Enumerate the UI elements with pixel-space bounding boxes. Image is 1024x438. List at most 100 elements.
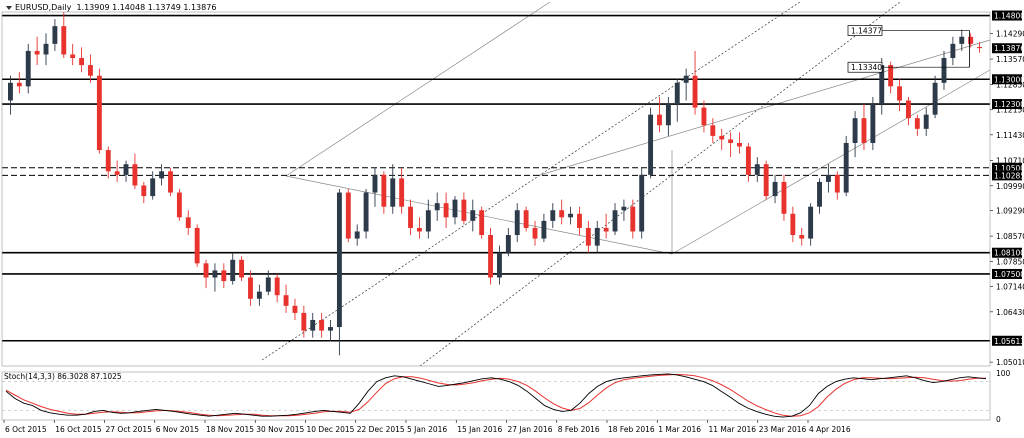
candle-body (176, 192, 182, 218)
price-tick-label: 1.12850 (996, 81, 1024, 90)
candle-body (221, 270, 227, 282)
candle-body (16, 82, 22, 87)
candle-body (897, 86, 902, 101)
candle-body (754, 164, 760, 175)
time-tick-label: 15 Jan 2016 (457, 425, 502, 434)
candle-body (541, 220, 547, 239)
candle-body (674, 82, 680, 105)
candle-body (719, 135, 725, 140)
candle-body (665, 104, 671, 126)
candle-body (639, 174, 645, 232)
candle-body (212, 270, 218, 278)
candle-body (870, 104, 876, 143)
time-tick-label: 4 Apr 2016 (809, 425, 851, 434)
candle-body (968, 36, 974, 44)
candle-body (292, 305, 298, 313)
candle-body (185, 217, 191, 228)
time-tick-label: 30 Nov 2015 (256, 425, 304, 434)
time-tick-label: 6 Nov 2015 (156, 425, 199, 434)
level-label: 1.05613 (994, 337, 1024, 346)
candle-body (230, 259, 236, 282)
candle-body (977, 47, 982, 49)
candle-body (390, 178, 396, 207)
candle-body (354, 231, 360, 239)
stoch-main-line (5, 373, 987, 418)
candle-body (763, 164, 769, 197)
time-tick-label: 16 Oct 2015 (55, 425, 102, 434)
price-tick-label: 1.10710 (996, 156, 1024, 165)
candle-body (363, 192, 369, 232)
time-tick-label: 18 Nov 2015 (206, 425, 254, 434)
candle-body (88, 65, 93, 76)
symbol-label: EURUSD,Daily (15, 3, 72, 12)
level-label: 1.10285 (994, 171, 1024, 180)
candle-body (710, 125, 716, 136)
main-panel-frame (1, 11, 991, 367)
candle-body (274, 277, 280, 296)
stoch-tick-label: 100 (996, 369, 1011, 378)
level-label: 1.07500 (994, 270, 1024, 279)
candle-body (310, 319, 316, 331)
candle-body (799, 235, 805, 239)
candle-body (372, 174, 378, 193)
annotations: 1.14377 1.13340 (847, 25, 970, 73)
candle-body (950, 43, 956, 59)
candle-body (61, 26, 67, 55)
candle-body (399, 178, 405, 207)
candle-body (461, 199, 467, 221)
time-tick-label: 5 Jan 2016 (407, 425, 447, 434)
price-tick-label: 1.14290 (996, 30, 1024, 39)
candle-body (959, 36, 965, 44)
annotation-label: 1.14377 (851, 27, 882, 36)
time-tick-label: 10 Dec 2015 (307, 425, 355, 434)
candle-body (239, 259, 245, 278)
candle-body (514, 210, 520, 236)
price-tick-label: 1.05010 (996, 358, 1024, 367)
price-tick-label: 1.07850 (996, 258, 1024, 267)
annotation-label: 1.13340 (851, 63, 882, 72)
candle-body (745, 146, 751, 175)
time-tick-label: 23 Mar 2016 (759, 425, 807, 434)
level-label-bg (992, 74, 1022, 85)
candle-body (328, 327, 333, 331)
candle-body (416, 227, 422, 232)
time-axis: 6 Oct 2015 16 Oct 2015 27 Oct 2015 6 Nov 20… (3, 420, 851, 434)
candle-body (603, 227, 609, 232)
candle-body (114, 171, 120, 175)
candle-body (497, 252, 502, 278)
channel-line (285, 1, 551, 177)
candle-body (657, 114, 662, 126)
level-label-bg (992, 247, 1022, 258)
candle-body (25, 50, 31, 87)
time-tick-label: 18 Feb 2016 (608, 425, 655, 434)
channel-line (285, 175, 673, 255)
candle-body (621, 206, 627, 211)
candle-body (923, 114, 929, 129)
candle-body (150, 178, 156, 197)
candle-body (443, 203, 449, 218)
candle-body (808, 206, 814, 239)
candle-body (861, 118, 867, 143)
candle-body (425, 210, 431, 232)
chevron-down-icon[interactable] (6, 5, 12, 10)
candle-body (683, 75, 689, 83)
candle-body (879, 65, 885, 105)
stochastic-panel: 100 0 (2, 369, 1011, 424)
price-tick-label: 1.12150 (996, 105, 1024, 114)
candle-body (843, 142, 849, 193)
candle-body (194, 227, 200, 264)
level-label: 1.14800 (994, 12, 1024, 21)
price-tick-label: 1.06430 (996, 308, 1024, 317)
candle-body (914, 118, 920, 129)
candle-body (772, 181, 778, 197)
level-label-bg (992, 170, 1022, 181)
price-tick-label: 1.08570 (996, 232, 1024, 241)
price-tick-label: 1.11430 (996, 131, 1024, 140)
price-tick-label: 1.09990 (996, 182, 1024, 191)
price-tick-label: 1.13570 (996, 55, 1024, 64)
level-label-bg (992, 162, 1022, 173)
candle-body (203, 263, 209, 278)
candle-body (70, 54, 76, 59)
